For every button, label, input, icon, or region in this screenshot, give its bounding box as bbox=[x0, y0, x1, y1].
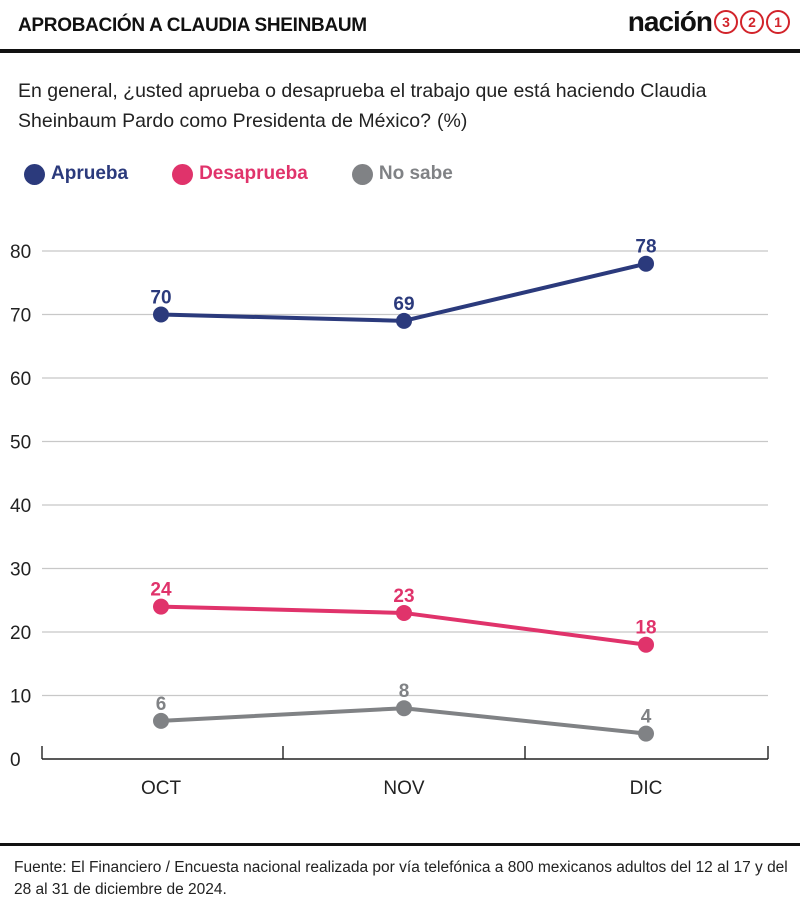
header: APROBACIÓN A CLAUDIA SHEINBAUM nación 3 … bbox=[0, 0, 800, 50]
data-point-aprueba-oct bbox=[153, 306, 169, 323]
x-tick-label-nov: NOV bbox=[383, 778, 425, 799]
legend-swatch-desaprueba bbox=[172, 163, 194, 185]
brand-digit-3: 3 bbox=[714, 10, 738, 34]
data-point-aprueba-nov bbox=[396, 312, 412, 329]
brand-logo-word: nación bbox=[627, 6, 713, 37]
legend-item-no-sabe: No sabe bbox=[351, 163, 453, 185]
data-label-no-sabe-dic: 4 bbox=[641, 707, 652, 728]
data-label-no-sabe-oct: 6 bbox=[156, 694, 167, 715]
data-label-aprueba-dic: 78 bbox=[635, 237, 656, 258]
y-tick-label-80: 80 bbox=[10, 242, 31, 263]
x-tick-label-dic: DIC bbox=[630, 778, 663, 799]
data-label-aprueba-nov: 69 bbox=[393, 294, 414, 315]
top-divider bbox=[0, 49, 800, 53]
y-tick-label-20: 20 bbox=[10, 623, 31, 644]
data-point-desaprueba-dic bbox=[638, 636, 654, 653]
page-title: APROBACIÓN A CLAUDIA SHEINBAUM bbox=[18, 15, 367, 36]
data-point-no-sabe-oct bbox=[153, 712, 169, 729]
data-label-desaprueba-dic: 18 bbox=[635, 618, 656, 639]
legend-swatch-aprueba bbox=[24, 163, 45, 185]
survey-question: En general, ¿usted aprueba o desaprueba … bbox=[18, 76, 738, 136]
y-tick-label-60: 60 bbox=[10, 369, 31, 390]
data-point-desaprueba-nov bbox=[396, 604, 412, 621]
y-tick-label-30: 30 bbox=[10, 560, 31, 581]
brand-digit-1: 1 bbox=[766, 10, 790, 34]
y-tick-label-40: 40 bbox=[10, 496, 31, 517]
data-point-no-sabe-nov bbox=[396, 700, 412, 717]
legend-label-desaprueba: Desaprueba bbox=[199, 163, 308, 184]
x-tick-label-oct: OCT bbox=[141, 778, 182, 799]
brand-digit-2: 2 bbox=[740, 10, 764, 34]
y-tick-label-0: 0 bbox=[10, 750, 21, 771]
legend-label-no-sabe: No sabe bbox=[378, 163, 453, 184]
question-unit: (%) bbox=[437, 110, 468, 132]
data-label-desaprueba-nov: 23 bbox=[393, 586, 414, 607]
data-point-no-sabe-dic bbox=[638, 725, 654, 742]
bottom-divider bbox=[0, 843, 800, 846]
legend-swatch-no-sabe bbox=[351, 163, 373, 185]
legend-item-desaprueba: Desaprueba bbox=[172, 163, 308, 185]
y-tick-label-10: 10 bbox=[10, 687, 31, 708]
source-note: Fuente: El Financiero / Encuesta naciona… bbox=[14, 859, 788, 898]
question-text: En general, ¿usted aprueba o desaprueba … bbox=[18, 80, 707, 132]
data-label-desaprueba-oct: 24 bbox=[150, 580, 172, 601]
legend-item-aprueba: Aprueba bbox=[24, 163, 128, 185]
chart-legend: Aprueba Desaprueba No sabe bbox=[24, 163, 497, 185]
brand-logo: nación 3 2 1 bbox=[628, 6, 790, 38]
y-tick-label-70: 70 bbox=[10, 306, 31, 327]
data-point-desaprueba-oct bbox=[153, 598, 169, 615]
line-chart: 0 10 20 30 40 50 60 70 80 OCT NOV DIC 70 69 78 24 23 18 6 8… bbox=[10, 237, 769, 799]
legend-label-aprueba: Aprueba bbox=[51, 163, 129, 184]
data-label-aprueba-oct: 70 bbox=[150, 288, 171, 309]
y-tick-label-50: 50 bbox=[10, 433, 31, 454]
data-point-aprueba-dic bbox=[638, 255, 654, 272]
data-label-no-sabe-nov: 8 bbox=[399, 681, 410, 702]
